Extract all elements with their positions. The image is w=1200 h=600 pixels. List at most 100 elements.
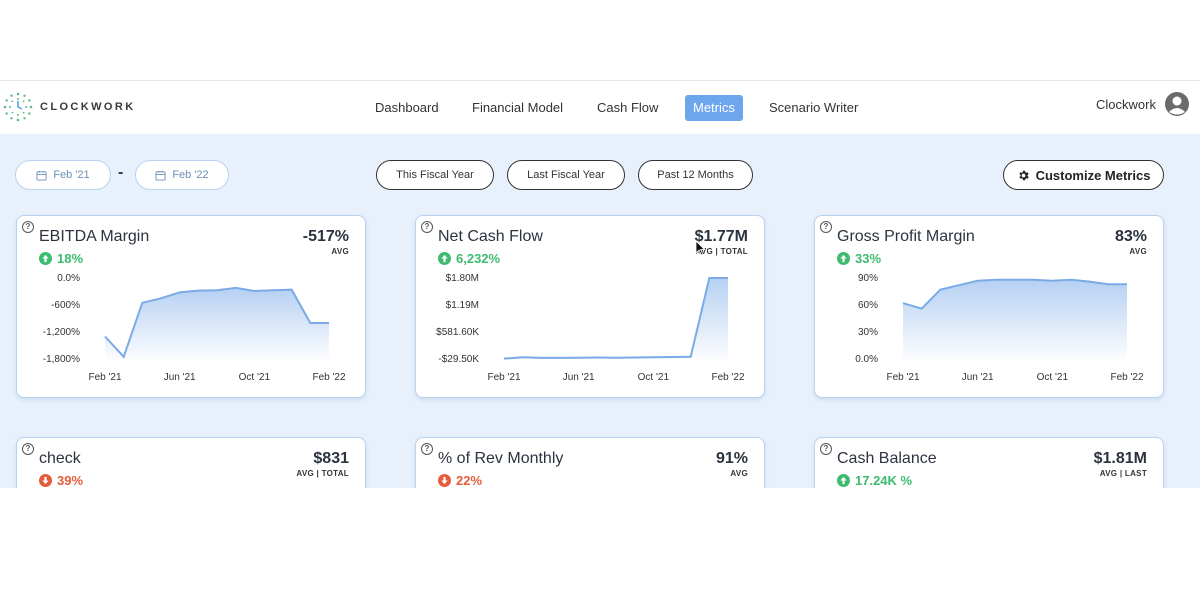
help-icon[interactable]: ? (820, 221, 832, 233)
metric-card-cash-balance[interactable]: ? Cash Balance $1.81M AVG | LAST 17.24K … (814, 437, 1164, 488)
y-tick-label: $1.80M (446, 273, 479, 284)
nav-cash-flow[interactable]: Cash Flow (597, 100, 659, 115)
card-value: 83% (1114, 228, 1147, 245)
x-tick-label: Oct '21 (1037, 372, 1069, 383)
series-line (902, 278, 1127, 310)
user-menu[interactable]: Clockwork (1096, 91, 1190, 117)
gear-icon (1018, 170, 1029, 180)
last-fiscal-year-button[interactable]: Last Fiscal Year (507, 160, 625, 190)
metric-card-percent-of-rev-monthly[interactable]: ? % of Rev Monthly 91% AVG 22% (415, 437, 765, 488)
card-title: Cash Balance (837, 450, 937, 467)
change-indicator: 39% (39, 473, 83, 488)
x-tick-label: Jun '21 (962, 372, 994, 383)
customize-metrics-button[interactable]: Customize Metrics (1003, 160, 1164, 190)
card-value-caption: AVG (730, 469, 748, 478)
x-tick-label: Feb '22 (1110, 372, 1143, 383)
end-date-label: Feb '22 (172, 169, 209, 181)
y-tick-label: 0.0% (855, 354, 878, 365)
card-value-caption: AVG | LAST (1099, 469, 1147, 478)
x-tick-label: Oct '21 (239, 372, 271, 383)
series-line (104, 286, 329, 359)
arrow-up-icon (837, 252, 850, 265)
mouse-cursor-icon (695, 240, 705, 256)
arrow-up-icon (39, 252, 52, 265)
arrow-up-icon (438, 252, 451, 265)
change-value: 18% (57, 251, 84, 266)
metric-card-check[interactable]: ? check $831 AVG | TOTAL 39% (16, 437, 366, 488)
card-title: check (39, 450, 81, 467)
start-date-picker[interactable]: Feb '21 (15, 160, 111, 190)
card-value: $1.81M (1093, 450, 1147, 467)
y-tick-label: -$29.50K (438, 354, 479, 365)
card-value-caption: AVG (331, 247, 349, 256)
main-nav: Dashboard Financial Model Cash Flow Metr… (0, 81, 1200, 135)
y-tick-label: $1.19M (446, 300, 479, 311)
nav-metrics[interactable]: Metrics (685, 95, 743, 121)
y-tick-label: 90% (858, 273, 878, 284)
metric-card-ebitda-margin[interactable]: ? EBITDA Margin -517% AVG 18% 0.0% -600% -… (16, 215, 366, 398)
y-tick-label: 30% (858, 327, 878, 338)
help-icon[interactable]: ? (22, 443, 34, 455)
help-icon[interactable]: ? (421, 443, 433, 455)
x-tick-label: Feb '21 (487, 372, 520, 383)
y-tick-label: -1,800% (43, 354, 80, 365)
date-range-separator: - (118, 164, 124, 181)
past-12-months-button[interactable]: Past 12 Months (638, 160, 753, 190)
x-tick-label: Feb '22 (711, 372, 744, 383)
series-area (105, 287, 329, 359)
y-tick-label: -600% (51, 300, 80, 311)
y-tick-label: 0.0% (57, 273, 80, 284)
this-fiscal-year-button[interactable]: This Fiscal Year (376, 160, 494, 190)
card-value: -517% (302, 228, 349, 245)
ebitda-margin-chart: 0.0% -600% -1,200% -1,800% Feb '21 Jun '21 Oct… (43, 273, 346, 383)
clockwork-logo-icon (3, 92, 33, 122)
change-value: 33% (855, 251, 882, 266)
metric-card-gross-profit-margin[interactable]: ? Gross Profit Margin 83% AVG 33% 90% 60%… (814, 215, 1164, 398)
nav-financial-model[interactable]: Financial Model (472, 100, 564, 115)
customize-metrics-label: Customize Metrics (1035, 167, 1151, 183)
change-value: 39% (57, 473, 84, 488)
change-value: 17.24K % (855, 473, 913, 488)
help-icon[interactable]: ? (820, 443, 832, 455)
calendar-icon (36, 170, 47, 181)
app-container: CLOCKWORK Dashboard Financial Model Cash… (0, 80, 1200, 488)
x-tick-label: Feb '21 (88, 372, 121, 383)
brand-name: CLOCKWORK (40, 101, 136, 113)
end-date-picker[interactable]: Feb '22 (135, 160, 229, 190)
metric-card-net-cash-flow[interactable]: ? Net Cash Flow $1.77M AVG | TOTAL 6,232… (415, 215, 765, 398)
help-icon[interactable]: ? (22, 221, 34, 233)
card-value: 91% (715, 450, 748, 467)
x-tick-label: Feb '22 (312, 372, 345, 383)
nav-scenario-writer[interactable]: Scenario Writer (769, 100, 859, 115)
x-tick-label: Jun '21 (563, 372, 595, 383)
card-title: Gross Profit Margin (837, 228, 975, 245)
y-tick-label: -1,200% (43, 327, 80, 338)
series-area (903, 279, 1127, 359)
x-tick-label: Jun '21 (164, 372, 196, 383)
change-indicator: 17.24K % (837, 473, 912, 488)
x-tick-label: Oct '21 (638, 372, 670, 383)
card-value: $831 (313, 450, 349, 467)
card-value: $1.77M (694, 228, 748, 245)
gross-profit-margin-chart: 90% 60% 30% 0.0% Feb '21 Jun '21 Oct '21 Feb '2… (855, 273, 1144, 383)
x-tick-label: Feb '21 (886, 372, 919, 383)
top-navigation-bar: CLOCKWORK Dashboard Financial Model Cash… (0, 80, 1200, 134)
user-avatar-icon (1165, 92, 1189, 116)
start-date-label: Feb '21 (53, 169, 90, 181)
card-title: % of Rev Monthly (438, 450, 564, 467)
arrow-down-icon (438, 474, 451, 487)
card-value-caption: AVG | TOTAL (296, 469, 349, 478)
change-indicator: 18% (39, 251, 83, 266)
calendar-icon (155, 170, 166, 181)
help-icon[interactable]: ? (421, 221, 433, 233)
change-indicator: 6,232% (438, 251, 500, 266)
y-tick-label: 60% (858, 300, 878, 311)
series-area (504, 278, 728, 359)
nav-dashboard[interactable]: Dashboard (375, 100, 439, 115)
change-indicator: 22% (438, 473, 482, 488)
card-value-caption: AVG (1129, 247, 1147, 256)
card-value-caption: AVG | TOTAL (695, 247, 748, 256)
change-value: 22% (456, 473, 483, 488)
series-line (503, 277, 728, 360)
brand-logo[interactable]: CLOCKWORK (2, 91, 136, 123)
